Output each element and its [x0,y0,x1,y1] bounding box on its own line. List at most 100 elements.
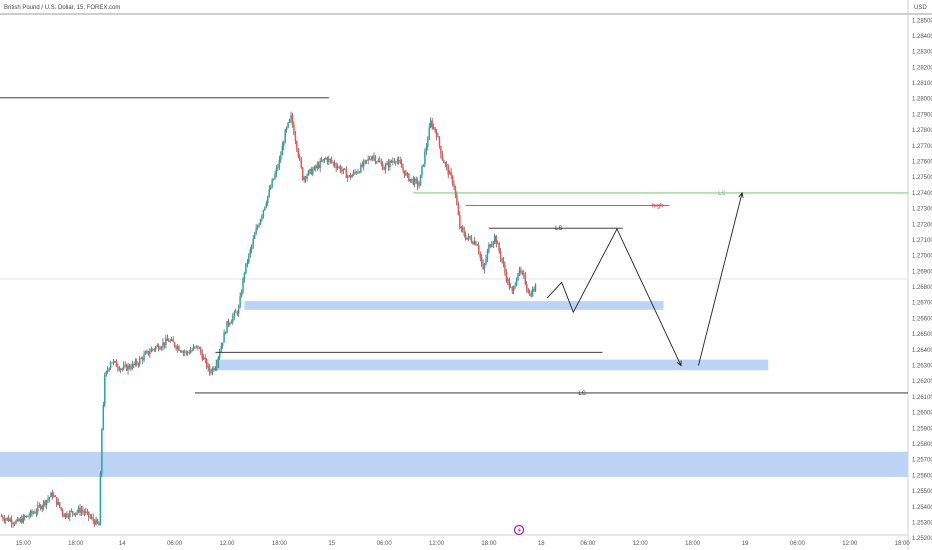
candle-body [163,342,166,346]
candle-body [218,352,221,358]
price-tick-label: 1.27200 [912,222,932,228]
candle-body [354,171,356,173]
candle-body [3,519,6,521]
candle-body [368,158,371,160]
projection-path [546,191,744,367]
price-tick-label: 1.27100 [912,238,932,244]
candle-body [56,496,58,505]
price-candles [0,111,537,528]
lightning-icon[interactable] [513,524,525,536]
candle-body [409,179,412,182]
projection-line[interactable] [698,192,743,366]
candle-body [461,226,464,231]
candle-body [345,169,348,178]
candle-body [363,161,365,167]
candle-body [508,279,511,288]
candle-body [429,120,432,128]
candle-body [194,346,196,348]
candle-body [232,316,234,322]
candle-body [364,160,366,162]
candle-body [154,346,157,350]
candle-body [16,519,19,521]
arrow-head [676,360,682,367]
candle-body [395,161,397,163]
candle-body [515,280,518,286]
time-axis[interactable]: 15:00 18:00 14 06:00 12:00 18:00 15 06:00 12:00 1… [16,541,911,547]
candle-body [150,349,153,353]
candle-body [152,349,154,350]
candle-body [61,509,64,514]
candle-body [434,127,436,132]
candle-body [248,254,250,263]
candle-body [482,263,484,270]
candle-body [310,168,313,175]
candle-body [491,244,493,247]
candle-body [316,164,318,168]
demand-zone [215,359,769,371]
candle-body [54,495,57,497]
candle-body [268,189,270,196]
candle-body [35,511,38,514]
candle-body [172,339,174,343]
time-tick-label: 12:00 [219,541,235,547]
candle-body [505,272,508,282]
time-tick-label: 14 [119,541,126,547]
candle-body [303,176,305,180]
candle-body [392,161,394,163]
candle-body [405,172,407,176]
candle-body [443,160,445,164]
candle-body [13,523,16,525]
price-tick-label: 1.27300 [912,207,932,213]
candle-body [415,178,417,181]
candle-body [133,363,135,365]
candle-body [74,512,77,515]
candle-body [322,159,324,162]
time-tick-label: 12:00 [842,541,858,547]
candle-body [104,375,106,406]
price-tick-label: 1.26500 [912,332,932,338]
candle-body [115,360,118,367]
projection-line[interactable] [546,227,682,366]
currency-label[interactable]: USD [914,5,927,11]
candle-body [38,505,41,507]
price-tick-label: 1.27000 [912,254,932,260]
candle-body [377,160,380,162]
candle-body [266,195,269,204]
candle-body [50,492,52,498]
candle-body [424,151,426,165]
candle-body [432,127,435,129]
candle-body [93,520,96,525]
candle-body [48,497,51,499]
candle-body [58,502,61,507]
candle-body [118,368,121,371]
time-tick-label: 18 [538,541,545,547]
candle-body [204,357,206,360]
candle-body [454,186,457,195]
candle-body [309,168,311,171]
candle-body [530,294,532,297]
candle-body [96,519,99,524]
candle-body [411,178,413,180]
candle-body [214,368,217,370]
time-tick-label: 18:00 [685,541,701,547]
candle-body [162,342,164,348]
candle-body [22,516,25,523]
candle-body [320,160,323,162]
price-axis[interactable]: 1.28500 1.28400 1.28300 1.28200 1.28100 1.280… [912,18,932,542]
candle-body [531,289,534,297]
price-tick-label: 1.26400 [912,348,932,354]
candle-body [41,506,43,510]
candle-body [15,520,17,524]
candle-body [185,351,188,353]
candle-body [198,348,201,350]
candle-body [165,338,167,346]
candle-body [143,354,145,361]
price-tick-label: 1.28400 [912,34,932,40]
candle-body [477,245,480,253]
time-tick-label: 06:00 [790,541,806,547]
candle-body [224,332,227,334]
candle-body [523,273,525,275]
candle-body [7,517,10,522]
candle-body [114,360,116,362]
